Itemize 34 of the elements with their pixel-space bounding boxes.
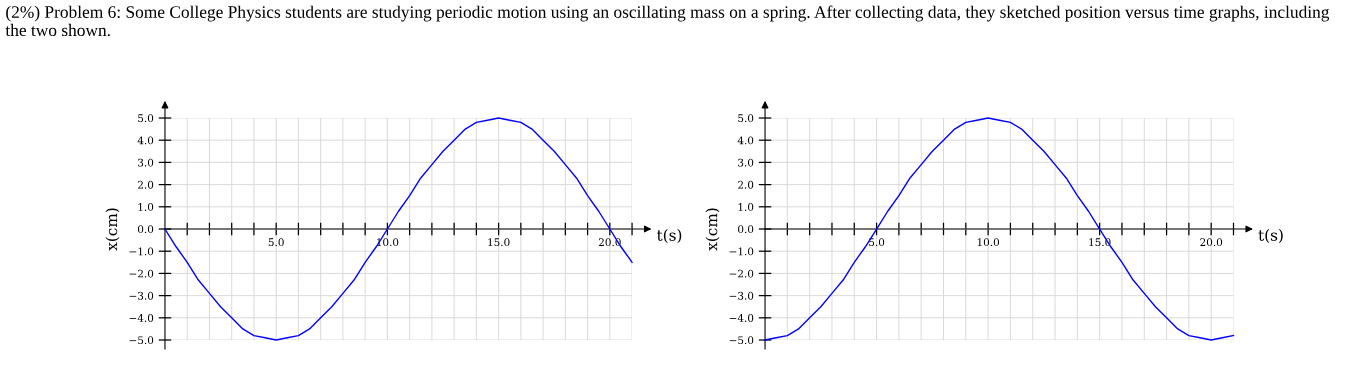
y-tick-label: 1.0 — [138, 203, 154, 211]
x-tick-label: 20.0 — [1200, 238, 1223, 247]
y-tick-label: 2.0 — [738, 180, 754, 189]
y-tick-label: −3.0 — [729, 291, 754, 300]
y-tick-label: −1.0 — [129, 247, 154, 256]
y-tick-label: 0.0 — [137, 225, 154, 234]
y-tick-label: 0.0 — [738, 225, 754, 234]
x-tick-label: 5.0 — [268, 238, 284, 247]
y-tick-label: −4.0 — [729, 314, 754, 322]
y-tick-label: −3.0 — [129, 291, 154, 300]
y-tick-label: −4.0 — [129, 314, 154, 322]
y-tick-label: −1.0 — [729, 247, 754, 256]
x-tick-label: 10.0 — [977, 238, 1000, 247]
y-tick-label: 5.0 — [138, 114, 154, 123]
y-tick-label: −2.0 — [729, 269, 754, 278]
y-axis-title: x(cm) — [105, 208, 120, 251]
line-series — [764, 117, 1235, 341]
y-tick-label: 5.0 — [738, 114, 754, 123]
y-tick-label: 2.0 — [138, 180, 154, 189]
x-tick-label: 5.0 — [869, 238, 885, 247]
y-tick-label: 4.0 — [137, 136, 154, 145]
y-tick-label: 4.0 — [737, 136, 754, 145]
y-tick-label: −5.0 — [729, 336, 754, 345]
y-tick-label: 3.0 — [738, 158, 754, 167]
x-axis-title: t(s) — [656, 229, 682, 243]
y-tick-label: −2.0 — [129, 269, 154, 278]
text: (2%) Problem 6: Some College Physics students are studying periodic motion using an oscillating mass on a spring. After collecting data, they sketched position versus time graphs, including the two shown. — [5, 5, 1330, 37]
line-series — [164, 117, 633, 341]
x-axis-title: t(s) — [1258, 229, 1283, 243]
y-tick-label: 3.0 — [138, 158, 154, 167]
y-tick-label: −5.0 — [129, 336, 154, 345]
x-tick-label: 15.0 — [488, 238, 510, 247]
y-axis-title: x(cm) — [705, 208, 720, 251]
y-tick-label: 1.0 — [738, 203, 754, 211]
